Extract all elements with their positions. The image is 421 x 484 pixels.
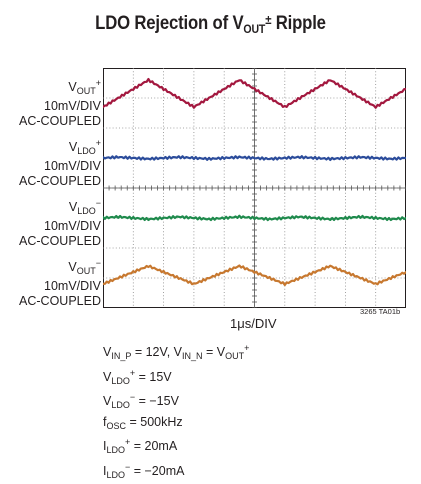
- scope-plot: [103, 68, 406, 308]
- condition-part: IN_N: [181, 351, 203, 361]
- trace-name-main: V: [68, 200, 78, 214]
- condition-part: V: [103, 345, 112, 359]
- trace-name-sup: −: [95, 198, 101, 208]
- trace-line: [103, 77, 406, 109]
- trace-name: VOUT+: [19, 76, 101, 99]
- condition-line: VLDO+ = 15V: [103, 365, 249, 390]
- condition-line: ILDO− = −20mA: [103, 459, 249, 484]
- trace-label: VLDO+ 10mV/DIV AC-COUPLED: [19, 136, 101, 189]
- trace-line: [103, 214, 406, 222]
- trace-name-sup: −: [95, 258, 101, 268]
- trace-name: VLDO+: [19, 136, 101, 159]
- condition-part: OUT: [225, 351, 245, 361]
- trace-scale: 10mV/DIV: [44, 219, 101, 233]
- title-sub: OUT: [243, 22, 266, 36]
- condition-part: LDO: [111, 375, 130, 386]
- x-axis-label: 1μs/DIV: [230, 316, 277, 331]
- trace-name-sub: OUT: [76, 266, 96, 276]
- condition-line: fOSC = 500kHz: [103, 414, 249, 435]
- condition-line: VLDO− = −15V: [103, 389, 249, 414]
- trace-name-sup: +: [95, 138, 101, 148]
- chart-title: LDO Rejection of VOUT± Ripple: [25, 12, 395, 36]
- condition-part: = −20mA: [130, 463, 185, 478]
- condition-part: = 500kHz: [126, 414, 183, 429]
- trace-scale: 10mV/DIV: [44, 159, 101, 173]
- trace-scale: 10mV/DIV: [44, 99, 101, 113]
- title-tail: Ripple: [271, 13, 326, 34]
- trace-label: VOUT+ 10mV/DIV AC-COUPLED: [19, 76, 101, 129]
- condition-part: = 15V: [135, 369, 172, 384]
- trace-name-sub: LDO: [77, 146, 96, 156]
- condition-part: = −15V: [135, 394, 179, 409]
- condition-part: = 12V, V: [131, 345, 182, 359]
- trace-label: VOUT− 10mV/DIV AC-COUPLED: [19, 256, 101, 309]
- trace-name-sub: OUT: [76, 86, 96, 96]
- condition-part: LDO: [106, 469, 125, 480]
- condition-part: IN_P: [111, 351, 132, 361]
- trace-name-sup: +: [95, 78, 101, 88]
- condition-part: +: [129, 367, 136, 378]
- trace-scale: 10mV/DIV: [44, 279, 101, 293]
- condition-part: −: [129, 392, 136, 403]
- trace-line: [103, 155, 406, 162]
- trace-name: VOUT−: [19, 256, 101, 279]
- trace-coupling: AC-COUPLED: [19, 234, 101, 248]
- condition-part: V: [103, 394, 112, 409]
- trace-name-main: V: [68, 260, 77, 274]
- trace-coupling: AC-COUPLED: [19, 294, 101, 308]
- test-conditions: VIN_P = 12V, VIN_N = VOUT+ VLDO+ = 15V VLD…: [103, 340, 249, 484]
- condition-part: I: [103, 439, 107, 454]
- trace-coupling: AC-COUPLED: [19, 114, 101, 128]
- condition-line: VIN_P = 12V, VIN_N = VOUT+: [103, 340, 249, 365]
- trace-coupling: AC-COUPLED: [19, 174, 101, 188]
- trace-line: [103, 264, 406, 287]
- condition-part: OSC: [106, 420, 126, 431]
- trace-name-sub: LDO: [77, 206, 96, 216]
- trace-name-main: V: [68, 80, 77, 94]
- figure-id: 3265 TA01b: [360, 307, 401, 316]
- condition-part: +: [244, 343, 250, 353]
- trace-label: VLDO− 10mV/DIV AC-COUPLED: [19, 196, 101, 249]
- trace-name-main: V: [68, 140, 78, 154]
- condition-part: = 20mA: [130, 439, 178, 454]
- condition-part: V: [103, 369, 112, 384]
- condition-part: = V: [202, 345, 226, 359]
- condition-part: +: [125, 437, 131, 448]
- trace-name: VLDO−: [19, 196, 101, 219]
- condition-part: f: [103, 414, 107, 429]
- title-sup: ±: [265, 12, 272, 27]
- condition-line: ILDO+ = 20mA: [103, 434, 249, 459]
- condition-part: LDO: [106, 445, 125, 456]
- traces: [103, 77, 406, 287]
- condition-part: LDO: [111, 400, 130, 411]
- grid: [103, 68, 406, 308]
- title-main: LDO Rejection of V: [95, 13, 244, 34]
